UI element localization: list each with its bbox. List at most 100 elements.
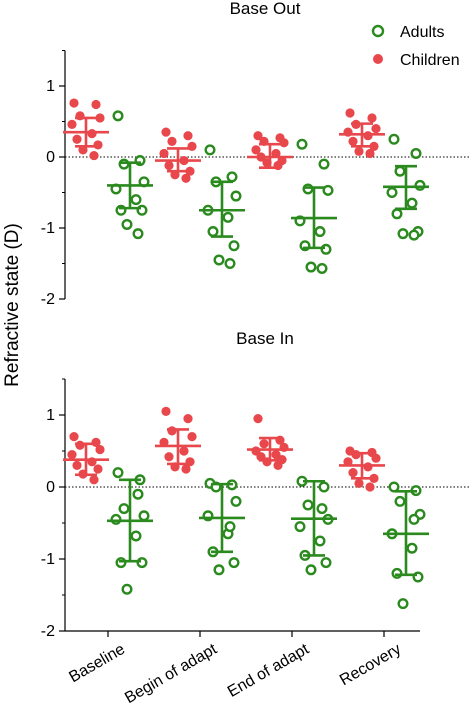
adult-point (318, 481, 330, 493)
legend-marker-adults (371, 24, 385, 38)
adult-point (305, 261, 317, 273)
adult-point (408, 229, 420, 241)
child-point (69, 98, 79, 108)
series-adults (107, 467, 429, 610)
child-point (75, 440, 85, 450)
adult-point (230, 495, 242, 507)
legend-label: Adults (400, 24, 444, 41)
child-point (69, 432, 79, 442)
y-tick-label: -2 (41, 623, 55, 640)
child-point (72, 134, 82, 144)
adult-point (136, 557, 148, 569)
adult-point (394, 165, 406, 177)
child-point (354, 478, 364, 488)
adult-point (118, 503, 130, 515)
x-category-label: Begin of adapt (122, 640, 220, 707)
child-point (95, 444, 105, 455)
child-point (253, 131, 263, 141)
child-point (371, 124, 381, 134)
child-point (369, 141, 379, 151)
adult-point (213, 254, 225, 266)
adult-point (138, 510, 150, 522)
child-point (161, 127, 171, 137)
adult-point (207, 226, 219, 238)
adult-point (222, 211, 234, 223)
child-point (159, 437, 169, 447)
series-children (63, 98, 385, 183)
adult-point (121, 583, 133, 595)
adult-point (394, 495, 406, 507)
series-adults (107, 110, 429, 274)
child-point (251, 145, 261, 155)
adult-point (414, 179, 426, 191)
x-category-label: Baseline (66, 641, 128, 686)
adult-point (296, 138, 308, 150)
adult-point (213, 564, 225, 576)
child-point (72, 460, 82, 470)
child-point (271, 450, 281, 460)
child-point (273, 460, 283, 470)
adult-point (226, 171, 238, 183)
y-tick-label: -1 (41, 220, 55, 237)
child-point (179, 446, 189, 456)
panel-base-in: Base In 1 0 -1 -2 (41, 329, 470, 640)
adult-point (121, 218, 133, 230)
child-point (93, 140, 103, 150)
child-point (343, 457, 353, 467)
child-point (354, 146, 364, 156)
child-point (348, 468, 358, 478)
y-tick-label: 0 (46, 149, 55, 166)
child-point (187, 141, 197, 151)
series-children (63, 406, 385, 492)
child-point (369, 473, 379, 483)
adult-point (294, 521, 306, 533)
adult-point (408, 513, 420, 525)
child-point (161, 406, 171, 416)
adult-point (118, 158, 130, 170)
adult-point (224, 521, 236, 533)
child-point (345, 108, 355, 118)
panel-title: Base In (236, 329, 294, 348)
child-point (365, 148, 375, 159)
y-tick-label: -1 (41, 551, 55, 568)
adult-point (130, 194, 142, 206)
legend-label: Children (400, 52, 460, 69)
adult-point (115, 557, 127, 569)
child-point (363, 131, 373, 141)
adult-point (397, 598, 409, 610)
adult-point (386, 186, 398, 198)
adult-point (112, 110, 124, 122)
child-point (363, 462, 373, 472)
adult-point (391, 567, 403, 579)
y-tick-label: 1 (46, 407, 55, 424)
adult-point (230, 190, 242, 202)
child-point (181, 464, 191, 474)
child-point (89, 475, 99, 485)
adult-point (406, 542, 418, 554)
adult-point (388, 481, 400, 493)
adult-point (228, 557, 240, 569)
child-point (367, 113, 377, 123)
child-point (348, 136, 358, 146)
adult-point (132, 228, 144, 240)
child-point (164, 160, 174, 171)
adult-point (305, 564, 317, 576)
adult-point (228, 240, 240, 252)
child-point (185, 166, 195, 176)
adult-point (224, 258, 236, 270)
adult-point (322, 184, 334, 196)
adult-point (112, 467, 124, 479)
adult-point (410, 147, 422, 159)
child-point (67, 450, 77, 460)
child-point (365, 482, 375, 492)
child-point (67, 119, 77, 129)
child-point (87, 128, 97, 139)
adult-point (130, 530, 142, 542)
child-point (89, 150, 99, 161)
child-point (164, 452, 174, 462)
adult-point (204, 144, 216, 156)
y-axis-label: Refractive state (D) (2, 223, 23, 387)
adult-point (406, 197, 418, 209)
y-tick-label: 1 (46, 78, 55, 95)
